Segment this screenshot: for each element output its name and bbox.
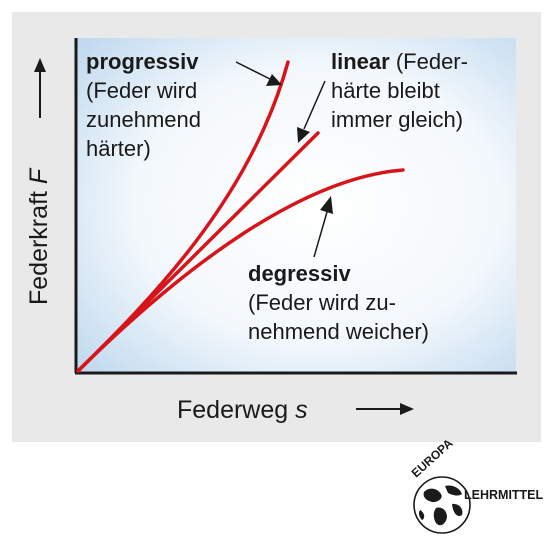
label-linear-line-2: härte bleibt	[331, 78, 440, 103]
arrow-progressiv	[235, 61, 282, 86]
label-degressiv-title: degressiv	[248, 261, 351, 286]
curve-degressiv	[76, 168, 405, 373]
x-axis-label: Federweg	[177, 396, 288, 424]
globe-icon	[413, 476, 471, 534]
y-axis-symbol: F	[25, 167, 53, 184]
label-linear-line-3: immer gleich)	[331, 107, 463, 132]
label-linear-line-1: (Feder-	[396, 49, 468, 74]
arrow-degressiv	[313, 196, 333, 258]
y-axis-label: Federkraft	[25, 191, 53, 305]
x-axis-arrow	[356, 403, 414, 415]
y-axis-title: Federkraft F	[25, 167, 53, 305]
label-degressiv-line-2: nehmend weicher)	[248, 319, 429, 344]
plot-area	[76, 38, 516, 372]
x-axis-symbol: s	[295, 396, 308, 424]
label-degressiv-line-1: (Feder wird zu-	[248, 290, 396, 315]
y-axis-arrow	[34, 58, 46, 118]
label-progressiv-line-3: härter)	[86, 136, 151, 161]
x-axis-title: Federweg s	[177, 396, 308, 424]
europa-lehrmittel-logo: EUROPA LEHRMITTEL	[409, 436, 544, 534]
logo-lehrmittel-text: LEHRMITTEL	[464, 488, 544, 502]
label-progressiv-title: progressiv	[86, 49, 199, 74]
label-progressiv-line-2: zunehmend	[86, 107, 201, 132]
arrow-linear	[297, 80, 326, 143]
label-linear-title-line: linear (Feder-	[331, 49, 468, 74]
logo-europa-text: EUROPA	[409, 436, 456, 480]
label-progressiv-line-1: (Feder wird	[86, 78, 197, 103]
label-linear-title: linear	[331, 49, 390, 74]
